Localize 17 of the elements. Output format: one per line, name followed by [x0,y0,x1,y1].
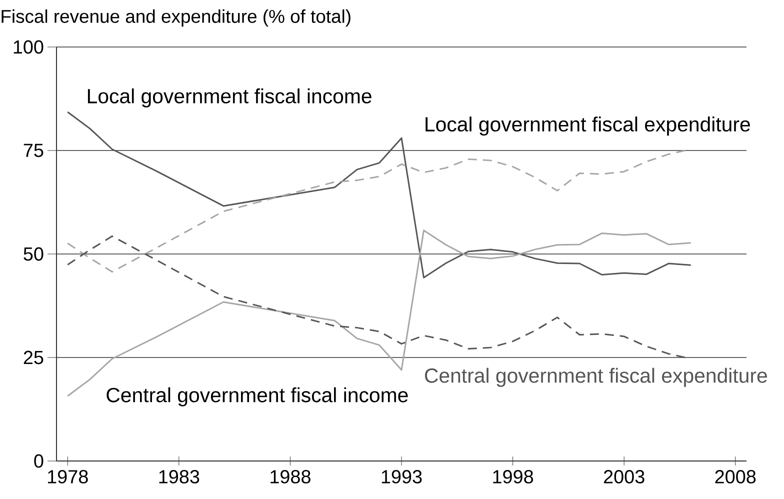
y-axis-title: Fiscal revenue and expenditure (% of total) [2,9,350,27]
series-label: Local government fiscal expenditure [426,116,750,136]
y-tick-label: 0 [34,454,44,468]
series-label: Central government fiscal income [106,387,408,406]
y-tick-label: 50 [24,247,44,261]
x-tick-label: 1978 [48,470,88,484]
y-tick-label: 75 [24,144,44,158]
x-tick-label: 1998 [493,470,534,484]
series-label: Central government fiscal expenditure [424,368,767,387]
y-tick-label: 25 [24,350,44,364]
x-tick-label: 2008 [715,470,756,484]
x-tick-label: 1983 [159,470,200,484]
series-label: Local government fiscal income [88,88,372,108]
x-tick-label: 2003 [604,470,644,484]
y-tick-label: 100 [14,40,44,54]
x-tick-label: 1993 [382,470,422,484]
x-tick-label: 1988 [270,470,310,484]
